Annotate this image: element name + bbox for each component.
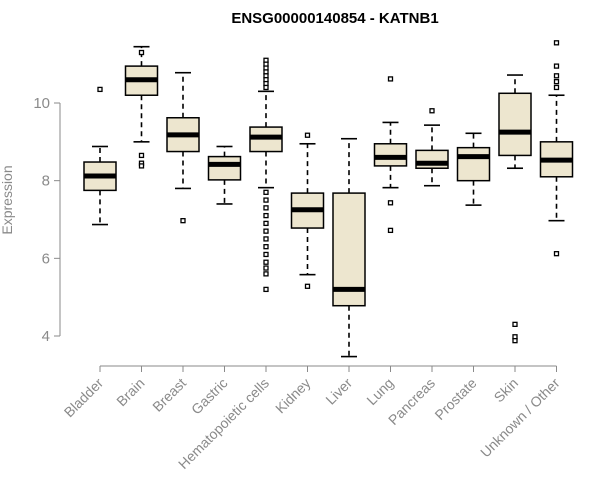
outlier-point [429, 108, 435, 114]
box-group [539, 40, 574, 257]
x-tick-label: Breast [149, 375, 189, 415]
x-tick-label: Liver [322, 375, 355, 408]
y-tick-label: 10 [33, 95, 50, 112]
x-tick-label: Bladder [61, 375, 107, 421]
y-axis-label: Expression [0, 165, 15, 234]
box-iqr [498, 92, 532, 157]
outlier-point [263, 271, 269, 277]
outlier-point [387, 227, 394, 234]
outlier-point [263, 236, 269, 242]
y-tick-label: 4 [42, 328, 50, 345]
outlier-point [138, 49, 145, 56]
y-tick-label: 6 [42, 250, 50, 267]
outlier-point [263, 265, 269, 271]
outlier-point [263, 251, 269, 258]
outlier-point [553, 63, 560, 69]
outlier-point [553, 78, 560, 85]
box-group [415, 108, 449, 187]
outlier-point [263, 197, 269, 203]
box-group [456, 132, 491, 206]
outlier-point [304, 132, 311, 138]
outlier-point [553, 251, 560, 257]
box-group [83, 86, 117, 226]
box-iqr [207, 155, 242, 181]
chart-title: ENSG00000140854 - KATNB1 [231, 10, 438, 27]
x-tick-label: Unknown / Other [477, 375, 563, 461]
outlier-point [553, 40, 560, 46]
outlier-point [387, 200, 394, 206]
box-group [249, 57, 283, 293]
outlier-point [512, 321, 518, 328]
outlier-point [263, 220, 269, 227]
outlier-point [387, 76, 394, 82]
outlier-point [263, 228, 269, 234]
y-tick-label: 8 [42, 173, 50, 190]
box-group [290, 132, 325, 289]
box-iqr [456, 146, 491, 182]
outlier-point [180, 218, 186, 224]
outlier-point [263, 244, 269, 250]
outlier-point [512, 338, 518, 344]
outlier-point [97, 86, 103, 93]
outlier-point [553, 73, 560, 79]
box-group [373, 76, 408, 234]
y-axis: 4 6 8 10 [33, 95, 61, 345]
x-tick-label: Kidney [272, 375, 314, 417]
outlier-point [553, 84, 560, 91]
x-tick-label: Skin [491, 375, 522, 406]
box-groups [83, 40, 574, 358]
outlier-point [263, 212, 269, 219]
box-group [166, 71, 200, 224]
outlier-point [263, 189, 269, 195]
outlier-point [263, 259, 269, 265]
box-group [207, 145, 242, 205]
outlier-point [263, 205, 269, 211]
x-tick-label: Lung [363, 375, 396, 408]
outlier-point [138, 152, 145, 159]
outlier-point [263, 286, 269, 293]
x-tick-label: Prostate [431, 375, 479, 423]
outlier-point [304, 283, 311, 289]
x-tick-label: Brain [113, 375, 147, 409]
outlier-point [138, 163, 145, 169]
box-group [498, 74, 532, 344]
box-iqr [373, 143, 408, 167]
box-group [332, 137, 366, 358]
box-group [124, 45, 159, 169]
outlier-point [263, 84, 269, 91]
